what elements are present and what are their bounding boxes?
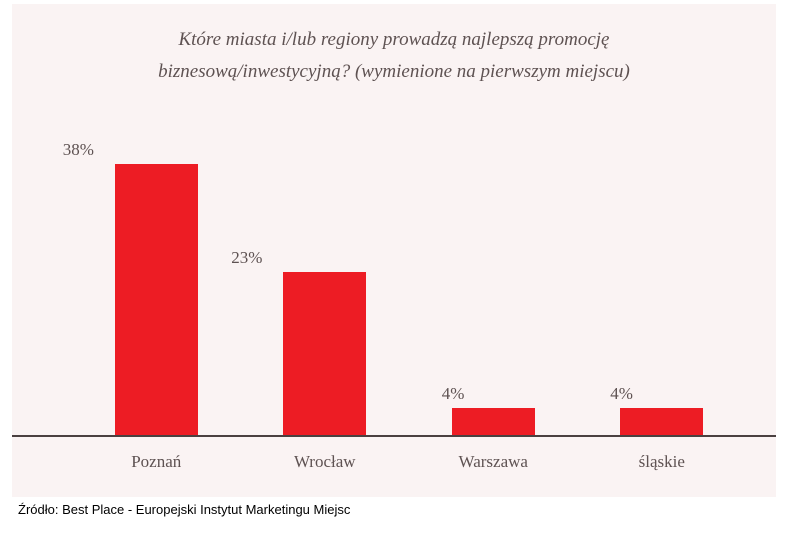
bar	[620, 408, 703, 437]
bar-group: 23%	[283, 114, 366, 437]
bar-holder: 4%	[452, 408, 535, 437]
bar-value-label: 23%	[231, 248, 262, 268]
chart-title: Które miasta i/lub regiony prowadzą najl…	[12, 24, 776, 89]
chart-panel: Które miasta i/lub regiony prowadzą najl…	[12, 4, 776, 497]
bar-holder: 4%	[620, 408, 703, 437]
bar-value-label: 38%	[63, 140, 94, 160]
bar-value-label: 4%	[610, 384, 633, 404]
bar-holder: 38%	[115, 164, 198, 437]
x-axis-label: Warszawa	[433, 452, 553, 472]
bar-value-label: 4%	[442, 384, 465, 404]
bar-group: 4%	[452, 114, 535, 437]
bar-holder: 23%	[283, 272, 366, 437]
bar	[283, 272, 366, 437]
chart-title-line1: Które miasta i/lub regiony prowadzą najl…	[178, 29, 609, 50]
bars-container: 38% 23% 4% 4%	[72, 114, 746, 437]
chart-plot-area: 38% 23% 4% 4%	[72, 114, 746, 437]
x-axis-labels: Poznań Wrocław Warszawa śląskie	[72, 452, 746, 472]
x-axis	[12, 435, 776, 437]
x-axis-label: Wrocław	[265, 452, 385, 472]
bar	[115, 164, 198, 437]
bar-group: 38%	[115, 114, 198, 437]
bar-group: 4%	[620, 114, 703, 437]
chart-title-line2: biznesową/inwestycyjną? (wymienione na p…	[158, 61, 630, 82]
bar	[452, 408, 535, 437]
source-citation: Źródło: Best Place - Europejski Instytut…	[18, 502, 350, 517]
x-axis-label: Poznań	[96, 452, 216, 472]
x-axis-label: śląskie	[602, 452, 722, 472]
